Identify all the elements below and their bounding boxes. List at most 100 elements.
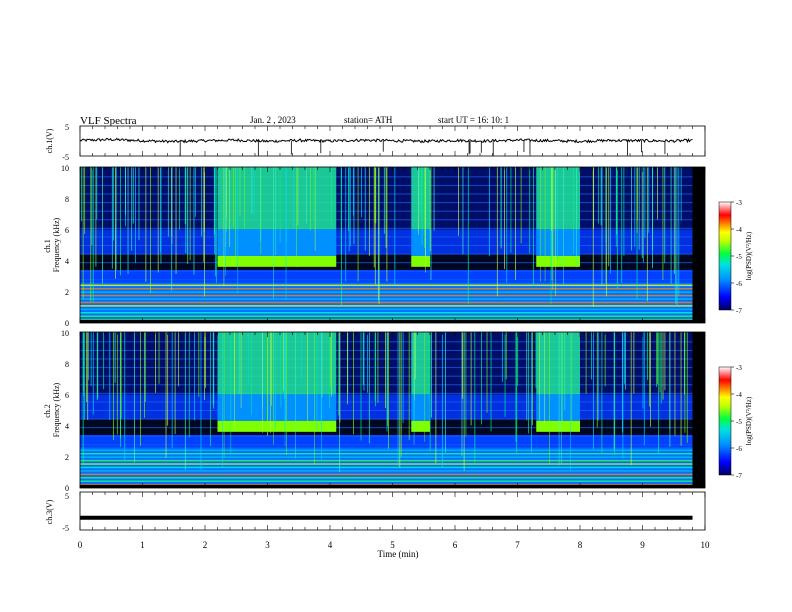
- spectrogram-tone-line: [80, 480, 693, 482]
- ch2-freq-tick-0: 0: [65, 484, 69, 493]
- header-station: station= ATH: [344, 115, 393, 125]
- ch3-ylabel: ch.3(V): [45, 499, 54, 524]
- burst-region-upper: [217, 332, 337, 395]
- ch2-freq-tick-6: 6: [65, 391, 69, 400]
- ch1-spectrogram-panel: 0 2 4 6 8 10 ch.1 Frequency (kHz): [43, 164, 706, 328]
- spectrogram-tone-line: [80, 298, 693, 300]
- x-tick-label: 8: [578, 540, 583, 550]
- spectrogram-faint-line: [80, 384, 693, 386]
- burst-region-mid: [217, 229, 337, 256]
- ch1-waveform-line: [79, 137, 693, 144]
- header-date: Jan. 2 , 2023: [250, 115, 296, 125]
- spectrogram-zero-band: [80, 484, 693, 488]
- colorbar-tick-label: -5: [736, 418, 742, 426]
- burst-region-band: [536, 420, 580, 432]
- x-tick-label: 3: [265, 540, 270, 550]
- x-tick-label: 5: [390, 540, 395, 550]
- burst-region-mid: [217, 394, 337, 421]
- spectrogram-tone-line: [80, 449, 693, 452]
- x-tick-label: 2: [203, 540, 208, 550]
- burst-region-upper: [411, 167, 430, 230]
- spectrogram-tone-line: [80, 452, 693, 455]
- x-axis-label: Time (min): [378, 549, 419, 559]
- ch1-freq-tick-4: 4: [65, 257, 69, 266]
- ch2-spectrogram-panel: 0 2 4 6 8 10 ch.2 Frequency (kHz): [43, 329, 706, 493]
- burst-region-band: [536, 255, 580, 267]
- spectrogram-tone-line: [80, 291, 693, 293]
- burst-region-upper: [536, 167, 580, 230]
- colorbar-tick-label: -3: [736, 364, 742, 372]
- colorbar-tick-label: -4: [736, 226, 742, 234]
- x-tick-label: 6: [453, 540, 458, 550]
- ch1-freq-tick-8: 8: [65, 195, 69, 204]
- figure-title: VLF Spectra: [80, 115, 137, 127]
- spectrogram-faint-line: [80, 279, 693, 281]
- colorbar-tick-label: -3: [736, 199, 742, 207]
- x-axis-tick-labels: 0 1 2 3 4 5 6 7 8 9 10: [78, 540, 710, 550]
- ch3-ytick-top: 5: [65, 492, 69, 501]
- spectrogram-tone-line: [80, 459, 693, 462]
- spectrogram-faint-line: [80, 270, 693, 272]
- x-tick-label: 0: [78, 540, 83, 550]
- ch2-freq-tick-4: 4: [65, 422, 69, 431]
- spectrogram-tone-line: [80, 470, 693, 472]
- spectrogram-faint-line: [80, 435, 693, 437]
- x-axis-ticks: [79, 126, 706, 530]
- ch2-freq-tick-8: 8: [65, 360, 69, 369]
- burst-region-mid: [411, 394, 430, 421]
- ch2-freq-ylabel-line1: ch.2: [43, 404, 52, 418]
- ch1-freq-tick-6: 6: [65, 226, 69, 235]
- ch1-waveform-panel: 5 -5 ch.1(V): [45, 123, 706, 162]
- spectrogram-faint-line: [80, 358, 693, 360]
- header-start-ut: start UT = 16: 10: 1: [438, 115, 509, 125]
- burst-region-mid: [536, 229, 580, 256]
- spectrogram-tone-line: [80, 305, 693, 307]
- spectrogram-tone-line: [80, 483, 693, 486]
- ch1-colorbar-label: log(PSD)(V²/Hz): [745, 231, 753, 280]
- colorbar-tick-label: -4: [736, 391, 742, 399]
- spectrogram-faint-line: [80, 262, 693, 264]
- burst-region-upper: [217, 167, 337, 230]
- spectrogram-tone-line: [80, 301, 693, 304]
- ch1-colorbar-ticks: -3 -4 -5 -6 -7: [731, 199, 742, 315]
- spectrogram-faint-line: [80, 349, 693, 351]
- spectrogram-faint-line: [80, 427, 693, 429]
- ch2-colorbar: -3 -4 -5 -6 -7 log(PSD)(V²/Hz): [718, 364, 753, 480]
- colorbar-tick-label: -7: [736, 472, 742, 480]
- spectrogram-faint-line: [80, 444, 693, 446]
- ch2-freq-tick-2: 2: [65, 453, 69, 462]
- spectrogram-faint-line: [80, 418, 693, 420]
- ch1-freq-ylabel-line1: ch.1: [43, 239, 52, 253]
- spectrogram-faint-line: [80, 392, 693, 394]
- spectrogram-tone-line: [80, 287, 693, 290]
- spectrogram-faint-line: [80, 253, 693, 255]
- burst-region-band: [411, 255, 430, 267]
- colorbar-tick-label: -5: [736, 253, 742, 261]
- burst-region-mid: [411, 229, 430, 256]
- ch2-freq-ylabel-line2: Frequency (kHz): [52, 382, 61, 437]
- ch1-colorbar: -3 -4 -5 -6 -7 log(PSD)(V²/Hz): [718, 199, 753, 315]
- x-tick-label: 4: [328, 540, 333, 550]
- spectrogram-band-mid: [80, 394, 693, 423]
- spectrogram-tone-line: [80, 463, 693, 465]
- ch2-freq-ylabel: ch.2 Frequency (kHz): [43, 382, 61, 437]
- ch1-ytick-top: 5: [65, 123, 69, 132]
- ch1-freq-ylabel-line2: Frequency (kHz): [52, 217, 61, 272]
- x-tick-label: 10: [701, 540, 711, 550]
- ch2-colorbar-ticks: -3 -4 -5 -6 -7: [731, 364, 742, 480]
- spectrogram-tone-line: [80, 466, 693, 469]
- colorbar-tick-label: -6: [736, 445, 742, 453]
- ch2-freq-tick-10: 10: [61, 329, 69, 338]
- ch1-ytick-bottom: -5: [62, 153, 69, 162]
- spectrogram-tone-line: [80, 318, 693, 321]
- ch2-colorbar-label: log(PSD)(V²/Hz): [745, 396, 753, 445]
- spectrogram-tone-line: [80, 473, 693, 476]
- burst-region-upper: [411, 332, 430, 395]
- spectrogram-tone-line: [80, 294, 693, 297]
- ch3-waveform-frame: [79, 491, 706, 531]
- spectrogram-tone-line: [80, 315, 693, 317]
- spectrogram-faint-line: [80, 367, 693, 369]
- spectrogram-faint-line: [80, 401, 693, 403]
- x-tick-label: 9: [640, 540, 645, 550]
